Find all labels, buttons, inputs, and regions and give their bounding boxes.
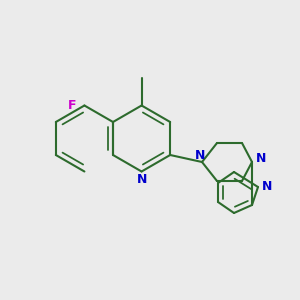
Text: N: N [256, 152, 266, 166]
Text: F: F [68, 99, 76, 112]
Text: N: N [195, 149, 206, 162]
Text: N: N [262, 181, 272, 194]
Text: N: N [137, 173, 147, 186]
